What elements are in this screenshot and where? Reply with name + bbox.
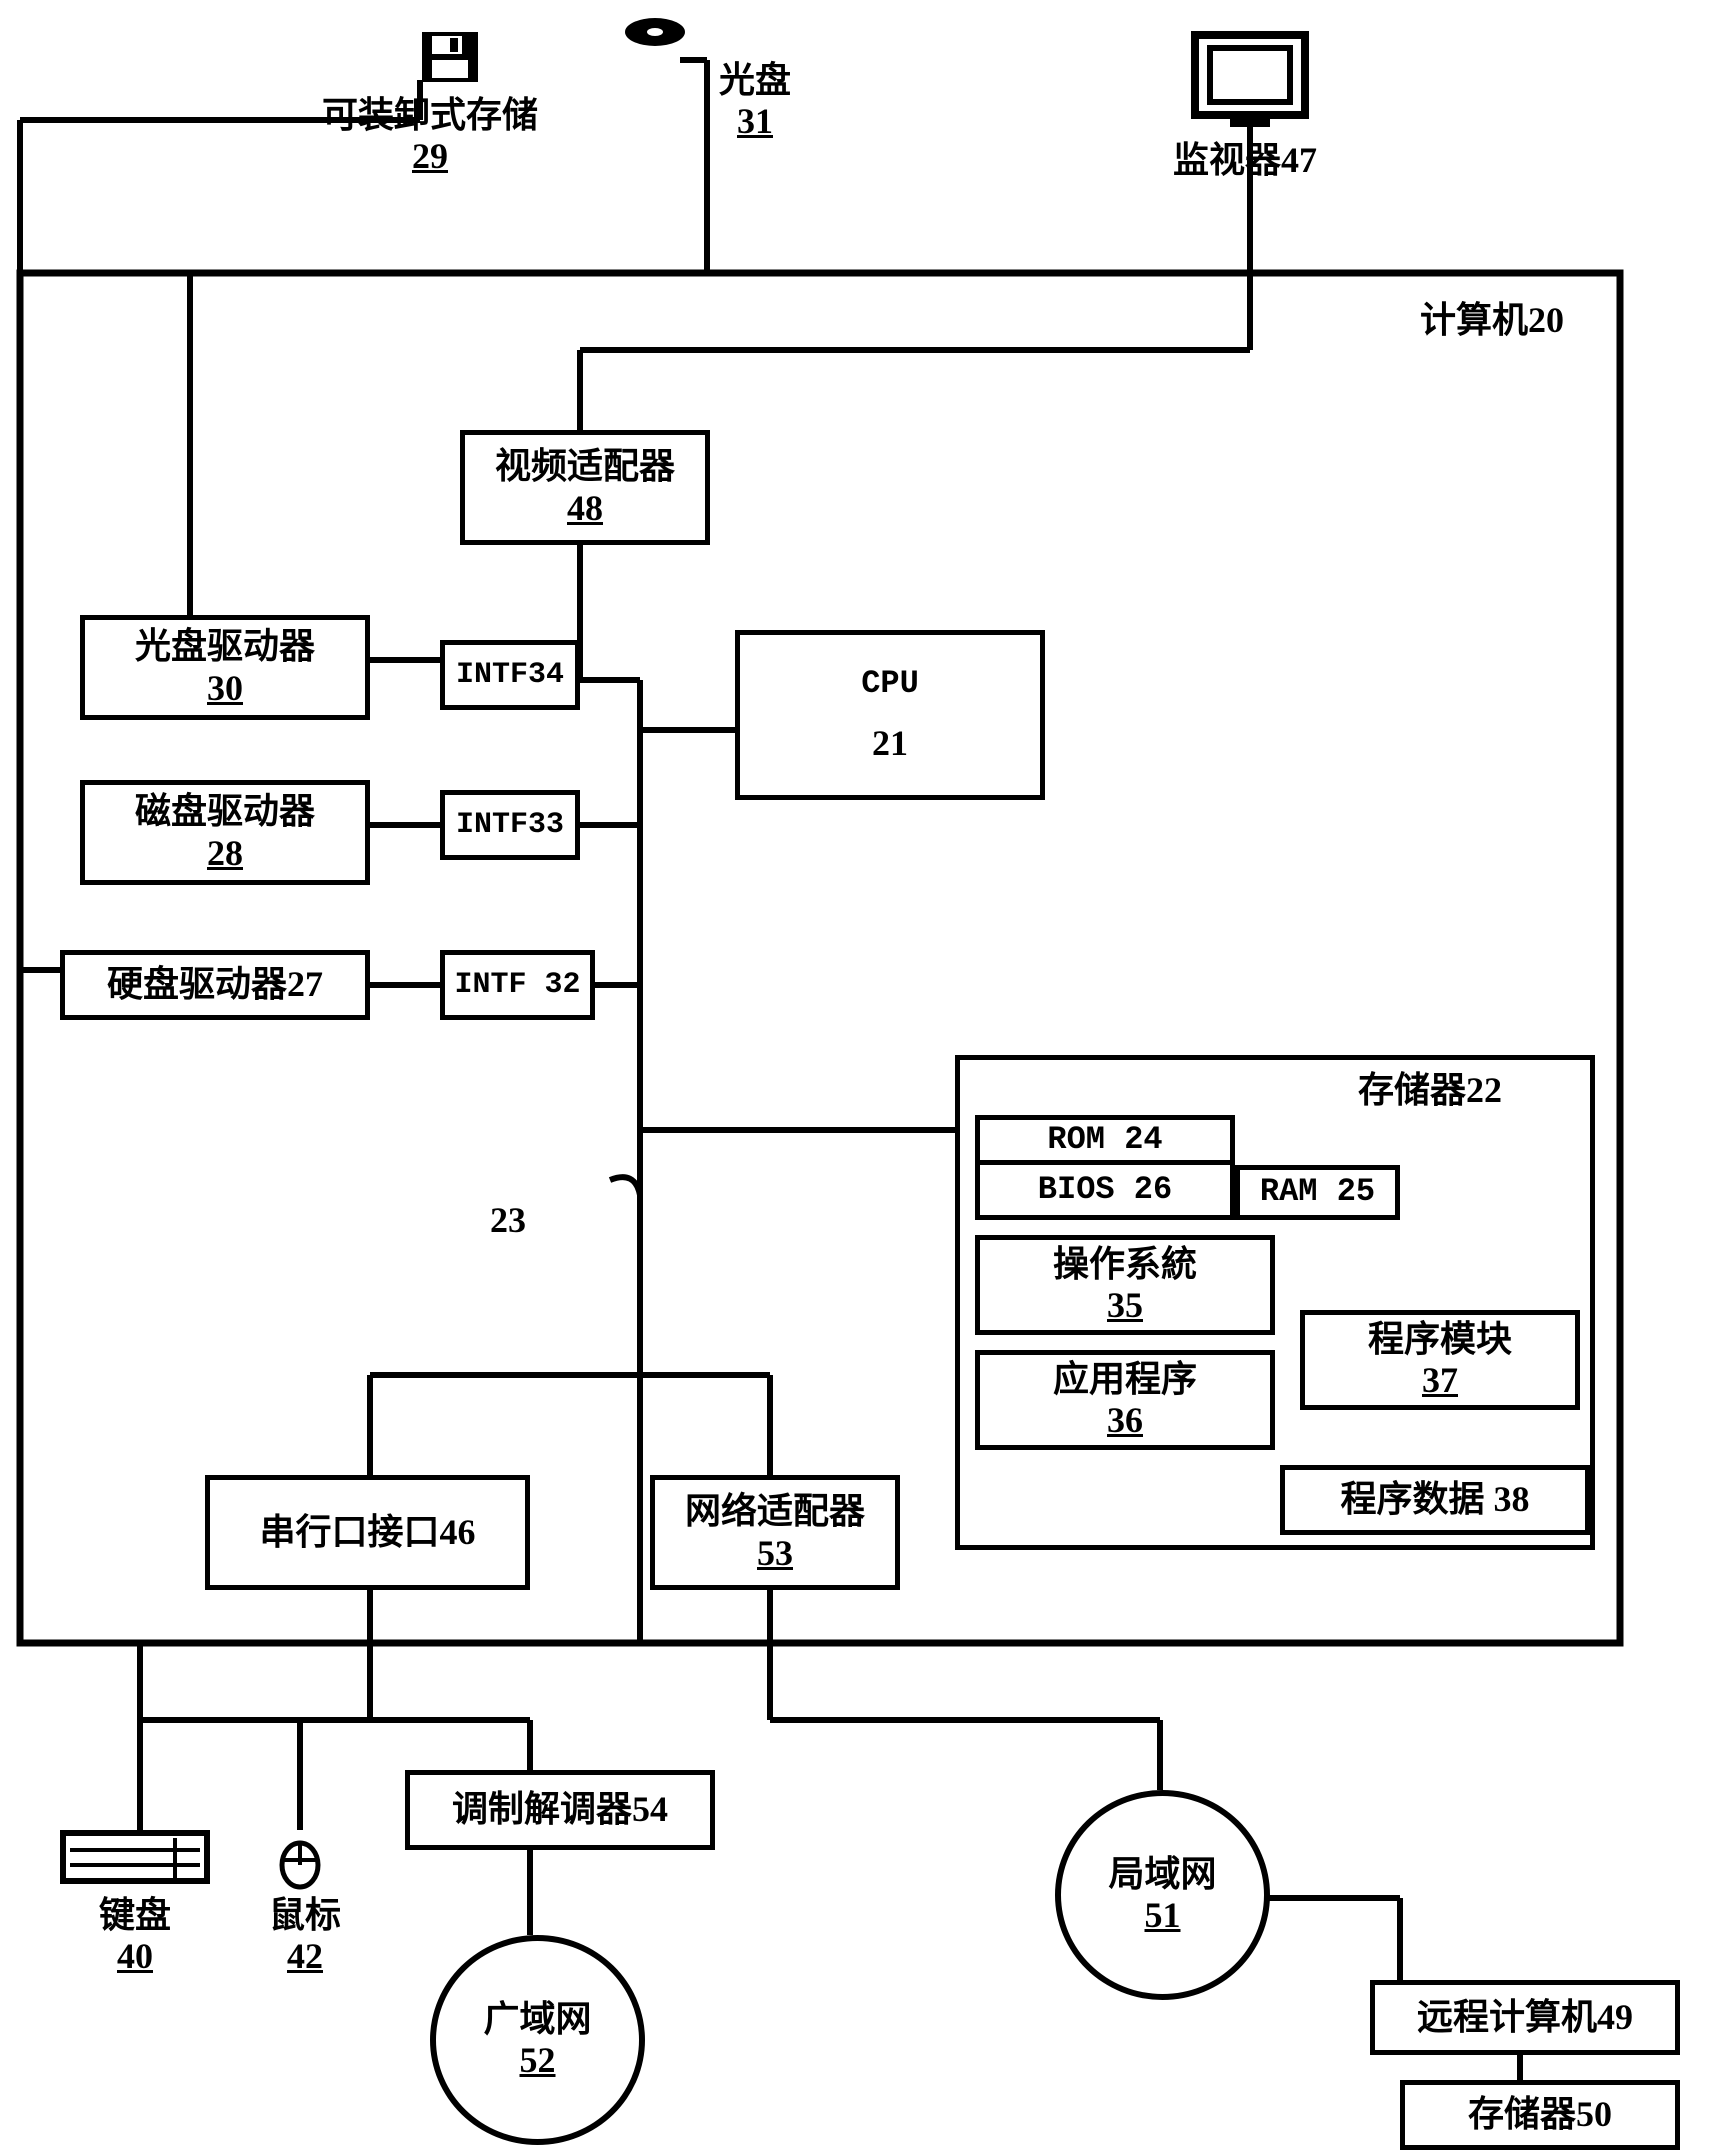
intf33-box: INTF33: [440, 790, 580, 860]
ram-box: RAM 25: [1235, 1165, 1400, 1220]
monitor-label: 监视器47: [1115, 140, 1375, 181]
mouse-icon: [278, 1830, 323, 1890]
remote-pc-box: 远程计算机49: [1370, 1980, 1680, 2055]
modules-box: 程序模块 37: [1300, 1310, 1580, 1410]
remote-storage-box: 存储器50: [1400, 2080, 1680, 2150]
floppy-icon: [420, 30, 480, 85]
cpu-box: CPU 21: [735, 630, 1045, 800]
hard-drive-box: 硬盘驱动器27: [60, 950, 370, 1020]
os-box: 操作系統 35: [975, 1235, 1275, 1335]
modem-box: 调制解调器54: [405, 1770, 715, 1850]
lan-circle: 局域网 51: [1055, 1790, 1270, 2000]
network-adapter-box: 网络适配器 53: [650, 1475, 900, 1590]
optical-drive-box: 光盘驱动器 30: [80, 615, 370, 720]
optical-disc-label: 光盘 31: [700, 60, 810, 143]
removable-storage-label: 可装卸式存储 29: [290, 95, 570, 178]
intf32-box: INTF 32: [440, 950, 595, 1020]
disk-drive-box: 磁盘驱动器 28: [80, 780, 370, 885]
app-box: 应用程序 36: [975, 1350, 1275, 1450]
optical-disc-icon: [620, 10, 690, 55]
rom-box: ROM 24: [975, 1115, 1235, 1165]
serial-port-box: 串行口接口46: [205, 1475, 530, 1590]
video-adapter-box: 视频适配器 48: [460, 430, 710, 545]
keyboard-label: 键盘 40: [70, 1895, 200, 1978]
bus-label: 23: [490, 1200, 526, 1241]
program-data-box: 程序数据 38: [1280, 1465, 1590, 1535]
mouse-label: 鼠标 42: [250, 1895, 360, 1978]
intf34-box: INTF34: [440, 640, 580, 710]
bios-box: BIOS 26: [975, 1165, 1235, 1220]
computer-label: 计算机20: [1420, 300, 1564, 341]
memory-box: 存储器22 ROM 24 BIOS 26 RAM 25 操作系統 35 应用程序…: [955, 1055, 1595, 1550]
monitor-icon: [1190, 30, 1310, 130]
keyboard-icon: [60, 1830, 210, 1885]
wan-circle: 广域网 52: [430, 1935, 645, 2145]
